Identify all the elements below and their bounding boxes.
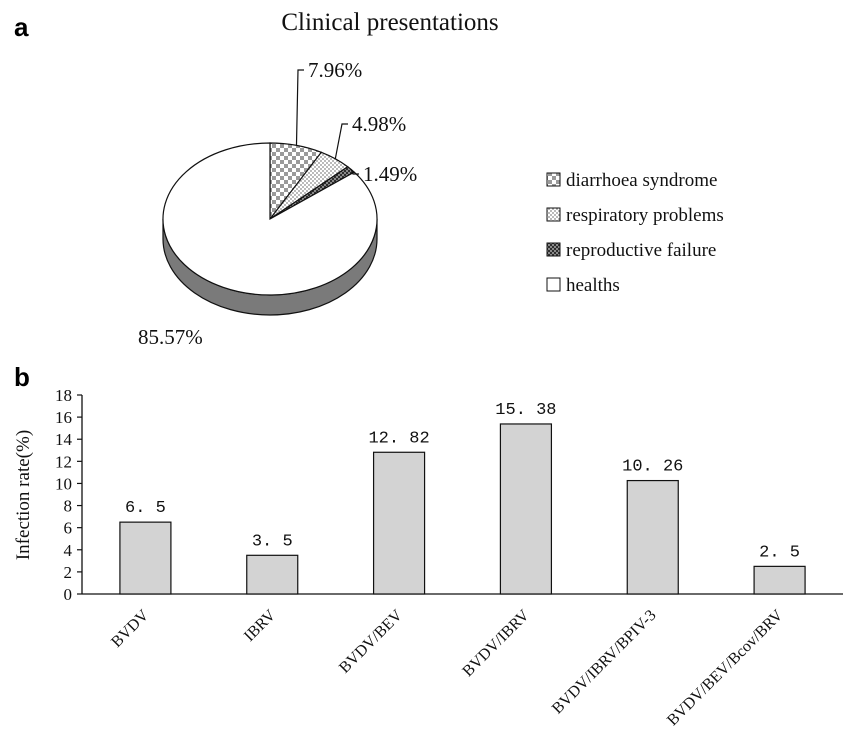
bar-bvdv-ibrv	[499, 423, 553, 595]
x-tick-label-bvdv-ibrv-bpiv-3: BVDV/IBRV/BPIV-3	[549, 607, 660, 718]
y-tick-label: 8	[64, 497, 73, 516]
leader-line-diarrhoea-syndrome	[295, 69, 304, 146]
bar-value-label-bvdv-bev: 12. 82	[368, 429, 429, 448]
legend-swatch-respiratory-problems	[546, 207, 561, 222]
legend-label-healths: healths	[566, 275, 620, 296]
y-tick-label: 2	[64, 563, 73, 582]
leader-line-reproductive-failure	[350, 169, 359, 175]
panel-label-b: b	[14, 362, 30, 392]
y-tick-label: 14	[55, 430, 73, 449]
bar-axes: 0 2 4 6 8 10 12 14 16 18	[55, 386, 843, 604]
pie-title: Clinical presentations	[281, 9, 498, 36]
pie-value-label-diarrhoea-syndrome: 7.96%	[308, 58, 362, 82]
pie-value-labels: 7.96% 4.98% 1.49% 85.57%	[138, 58, 417, 349]
y-tick-label: 16	[55, 408, 72, 427]
bar-value-label-bvdv-ibrv: 15. 38	[495, 401, 556, 420]
legend-label-respiratory-problems: respiratory problems	[566, 205, 724, 226]
bar-value-label-bvdv-bev-bcov-brv: 2. 5	[759, 543, 800, 562]
y-tick-label: 6	[64, 519, 73, 538]
panel-label-a: a	[14, 12, 29, 42]
bar-ibrv	[246, 554, 299, 595]
x-tick-label-bvdv-bev-bcov-brv: BVDV/BEV/Bcov/BRV	[664, 606, 787, 729]
legend-swatch-reproductive-failure	[546, 242, 561, 257]
x-tick-label-bvdv: BVDV	[108, 606, 152, 650]
y-tick-label: 12	[55, 452, 72, 471]
pie-value-label-reproductive-failure: 1.49%	[363, 162, 417, 186]
bar-value-label-bvdv: 6. 5	[125, 499, 166, 518]
legend-swatch-diarrhoea-syndrome	[546, 172, 561, 187]
legend-label-diarrhoea-syndrome: diarrhoea syndrome	[566, 170, 717, 191]
y-tick-label: 18	[55, 386, 72, 405]
y-tick-label: 4	[64, 541, 73, 560]
y-axis-label: Infection rate(%)	[13, 430, 34, 560]
bar-chart: 6. 5 BVDV 3. 5 IBRV 12. 82 BVDV/BEV 15. 38 BVDV…	[108, 401, 806, 729]
legend-label-reproductive-failure: reproductive failure	[566, 240, 716, 261]
pie-slice-healths	[162, 142, 378, 296]
x-tick-label-bvdv-ibrv: BVDV/IBRV	[459, 606, 533, 680]
bar-value-label-bvdv-ibrv-bpiv-3: 10. 26	[622, 458, 683, 477]
x-tick-label-bvdv-bev: BVDV/BEV	[336, 606, 406, 676]
bar-bvdv-bev-bcov-brv	[753, 565, 806, 595]
pie-value-label-healths: 85.57%	[138, 325, 203, 349]
y-tick-label: 10	[55, 474, 72, 493]
pie-chart	[162, 142, 378, 316]
bar-bvdv-ibrv-bpiv-3	[626, 479, 679, 595]
pie-legend: diarrhoea syndrome respiratory problems re…	[546, 170, 724, 296]
bar-bvdv-bev	[372, 451, 426, 595]
leader-line-respiratory-problems	[334, 123, 348, 159]
bar-value-label-ibrv: 3. 5	[252, 532, 293, 551]
pie-value-label-respiratory-problems: 4.98%	[352, 112, 406, 136]
x-tick-label-ibrv: IBRV	[241, 606, 279, 644]
legend-swatch-healths	[546, 277, 561, 292]
y-tick-label: 0	[64, 585, 73, 604]
bar-bvdv	[119, 521, 172, 595]
